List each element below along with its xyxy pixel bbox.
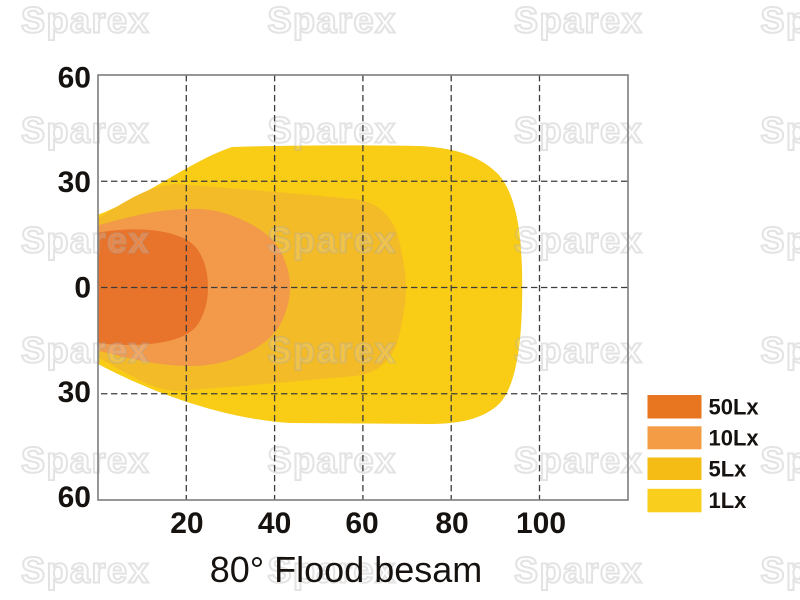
svg-text:Sparex: Sparex — [514, 110, 643, 151]
svg-text:Sparex: Sparex — [21, 110, 150, 151]
svg-text:Sparex: Sparex — [761, 330, 800, 371]
svg-text:5Lx: 5Lx — [709, 457, 748, 482]
svg-text:Sparex: Sparex — [761, 550, 800, 591]
svg-text:Sparex: Sparex — [21, 550, 150, 591]
svg-text:Sparex: Sparex — [268, 440, 397, 481]
svg-text:Sparex: Sparex — [268, 220, 397, 261]
svg-text:Sparex: Sparex — [514, 330, 643, 371]
svg-text:Sparex: Sparex — [268, 110, 397, 151]
svg-text:Sparex: Sparex — [514, 550, 643, 591]
svg-text:Sparex: Sparex — [514, 440, 643, 481]
svg-text:Sparex: Sparex — [268, 330, 397, 371]
svg-text:50Lx: 50Lx — [709, 395, 760, 420]
svg-text:40: 40 — [258, 507, 291, 540]
svg-text:60: 60 — [58, 481, 91, 514]
svg-text:Sparex: Sparex — [21, 330, 150, 371]
svg-text:Sparex: Sparex — [268, 550, 397, 591]
svg-text:10Lx: 10Lx — [709, 426, 760, 451]
svg-text:100: 100 — [516, 507, 566, 540]
svg-text:Sparex: Sparex — [761, 0, 800, 41]
svg-text:60: 60 — [345, 507, 378, 540]
svg-text:Sparex: Sparex — [514, 220, 643, 261]
svg-text:30: 30 — [58, 376, 91, 409]
svg-text:Sparex: Sparex — [21, 440, 150, 481]
svg-text:Sparex: Sparex — [761, 110, 800, 151]
svg-text:0: 0 — [74, 271, 91, 304]
svg-text:Sparex: Sparex — [514, 0, 643, 41]
svg-text:20: 20 — [170, 507, 203, 540]
svg-text:Sparex: Sparex — [21, 0, 150, 41]
svg-text:80: 80 — [435, 507, 468, 540]
svg-text:Sparex: Sparex — [21, 220, 150, 261]
svg-text:80° Flood besam: 80° Flood besam — [210, 549, 483, 590]
svg-text:60: 60 — [58, 61, 91, 94]
svg-text:Sparex: Sparex — [761, 440, 800, 481]
svg-text:Sparex: Sparex — [761, 220, 800, 261]
svg-text:Sparex: Sparex — [268, 0, 397, 41]
svg-text:1Lx: 1Lx — [709, 488, 748, 513]
svg-text:30: 30 — [58, 166, 91, 199]
